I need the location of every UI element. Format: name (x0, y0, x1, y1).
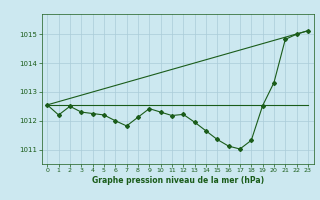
X-axis label: Graphe pression niveau de la mer (hPa): Graphe pression niveau de la mer (hPa) (92, 176, 264, 185)
